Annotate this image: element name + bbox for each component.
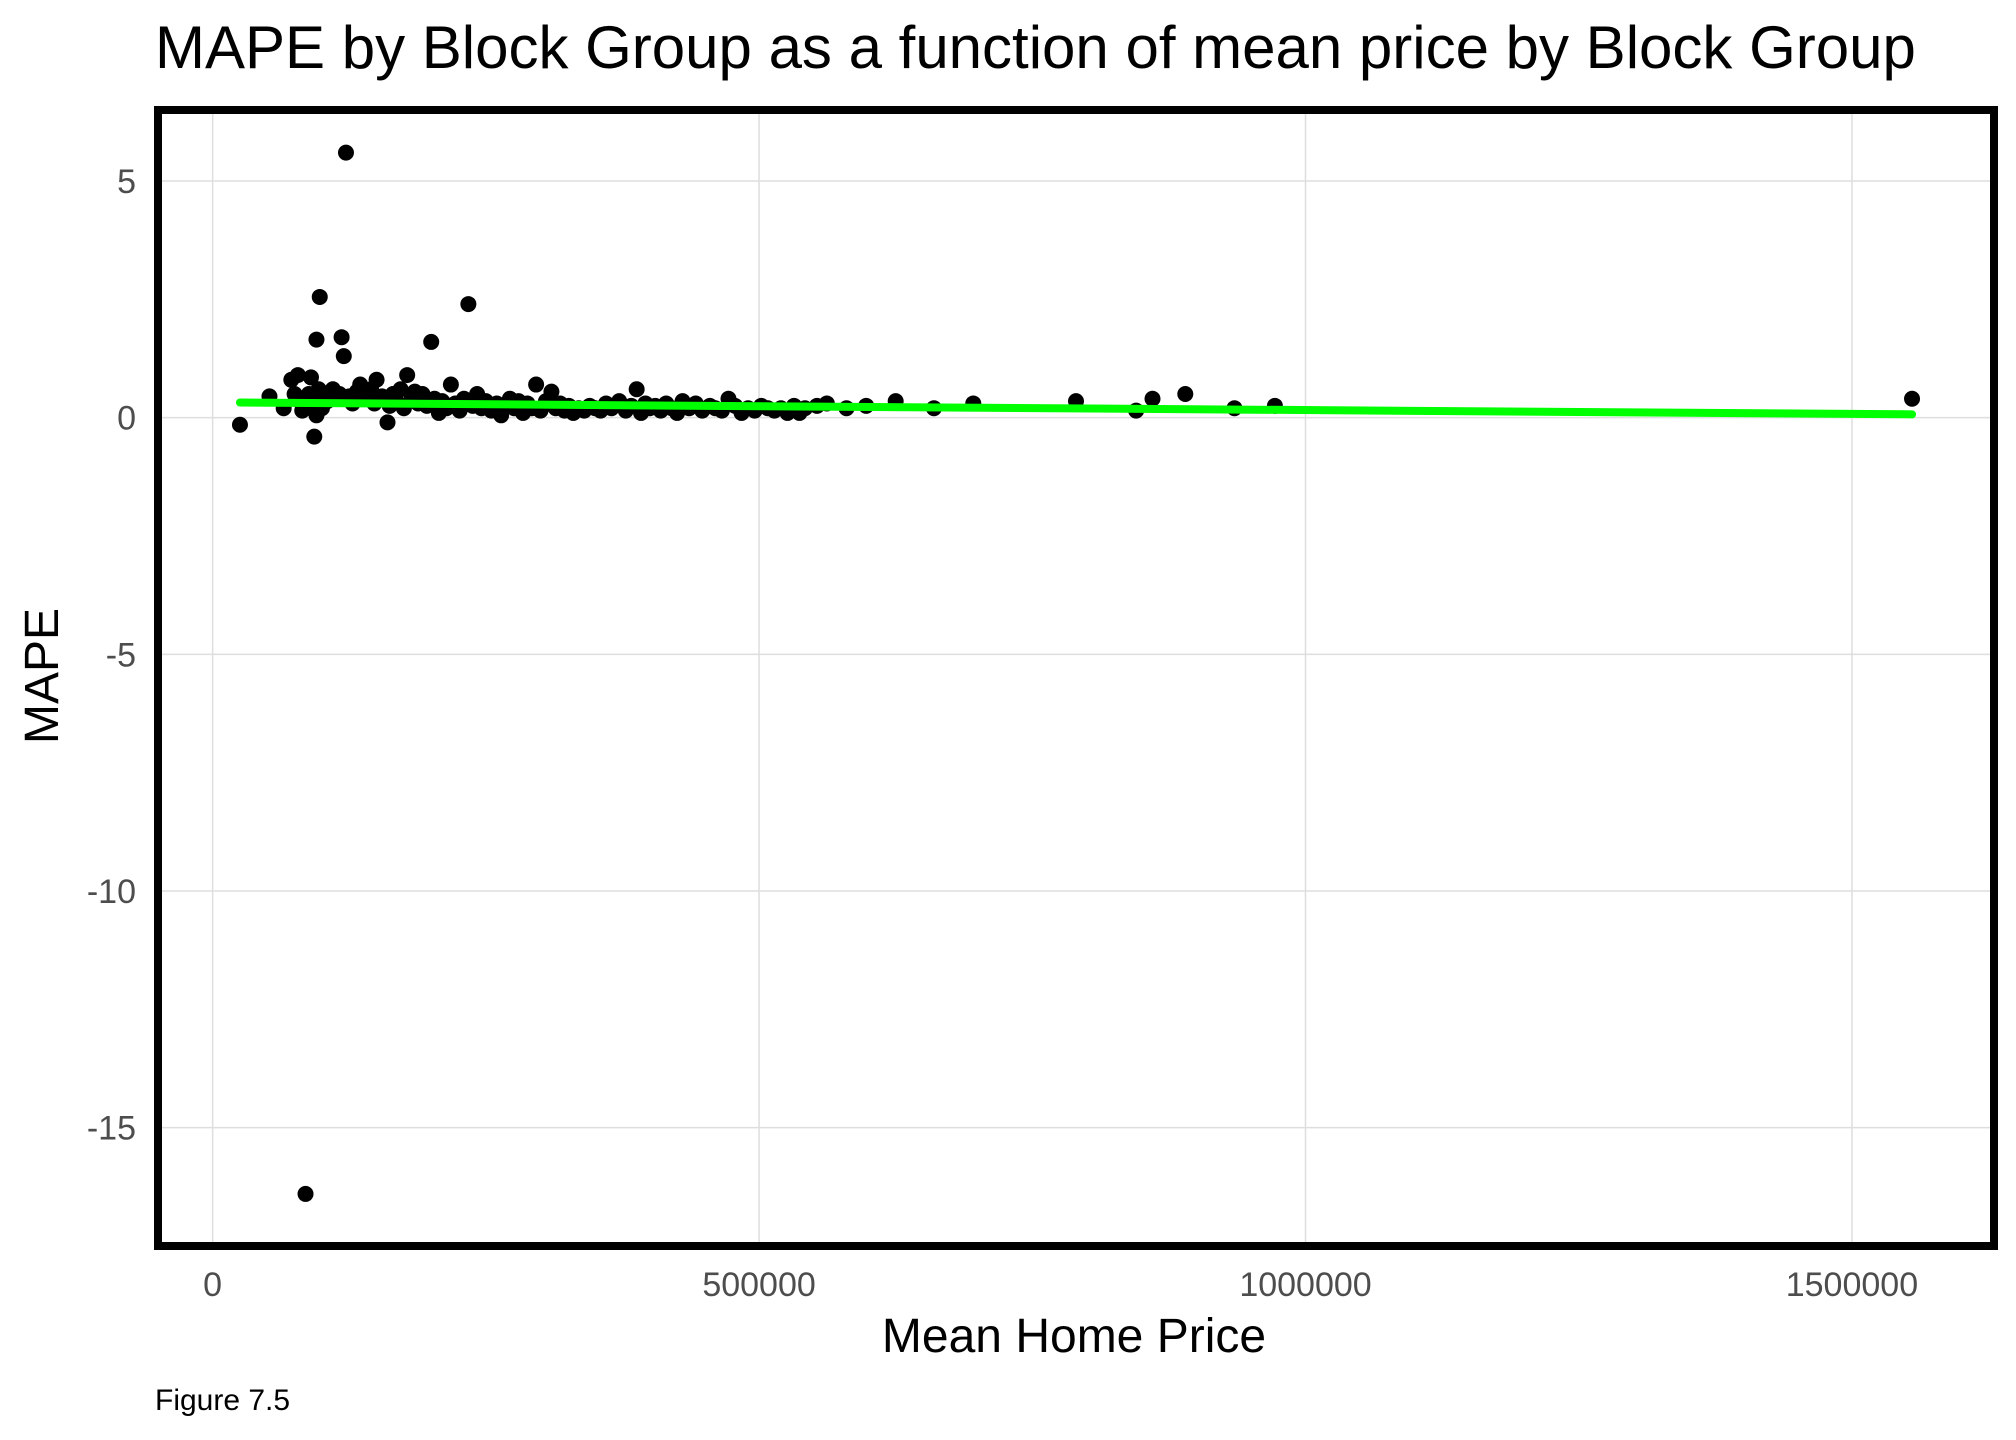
data-points <box>231 144 1921 1202</box>
data-point <box>392 381 409 398</box>
y-tick-label: -15 <box>87 1110 136 1148</box>
data-point <box>308 331 325 348</box>
data-point <box>1144 390 1161 407</box>
data-point <box>337 144 354 161</box>
y-gridlines <box>158 180 1994 1129</box>
x-tick-label: 0 <box>203 1266 222 1304</box>
x-tick-label: 1500000 <box>1786 1266 1918 1304</box>
data-point <box>628 381 645 398</box>
data-point <box>231 416 248 433</box>
data-point <box>460 296 477 313</box>
data-point <box>368 371 385 388</box>
x-tick-label: 1000000 <box>1239 1266 1371 1304</box>
y-axis-title: MAPE <box>16 608 69 744</box>
y-tick-label: 5 <box>117 163 136 201</box>
x-axis-title: Mean Home Price <box>882 1310 1266 1363</box>
y-tick-label: -5 <box>106 636 136 674</box>
data-point <box>379 414 396 431</box>
figure-caption: Figure 7.5 <box>155 1384 290 1417</box>
data-point <box>297 1185 314 1202</box>
data-point <box>423 333 440 350</box>
data-point <box>306 428 323 445</box>
data-point <box>528 376 545 393</box>
y-tick-labels: -15 -10 -5 0 5 <box>87 163 136 1148</box>
data-point <box>333 329 350 346</box>
data-point <box>335 348 352 365</box>
data-point <box>1904 390 1921 407</box>
trend-line <box>235 398 1917 419</box>
x-gridlines <box>211 110 1853 1246</box>
y-tick-label: -10 <box>87 873 136 911</box>
data-point <box>289 367 306 384</box>
data-point <box>1177 386 1194 402</box>
x-tick-labels: 0 500000 1000000 1500000 <box>203 1266 1918 1304</box>
data-point <box>303 369 319 386</box>
plot-frame <box>154 106 1998 1250</box>
y-tick-label: 0 <box>117 400 136 438</box>
chart-title: MAPE by Block Group as a function of mea… <box>155 14 1916 81</box>
x-tick-label: 500000 <box>702 1266 815 1304</box>
data-point <box>442 376 459 393</box>
data-point <box>399 367 416 384</box>
data-point <box>543 383 560 400</box>
data-point <box>311 288 328 305</box>
